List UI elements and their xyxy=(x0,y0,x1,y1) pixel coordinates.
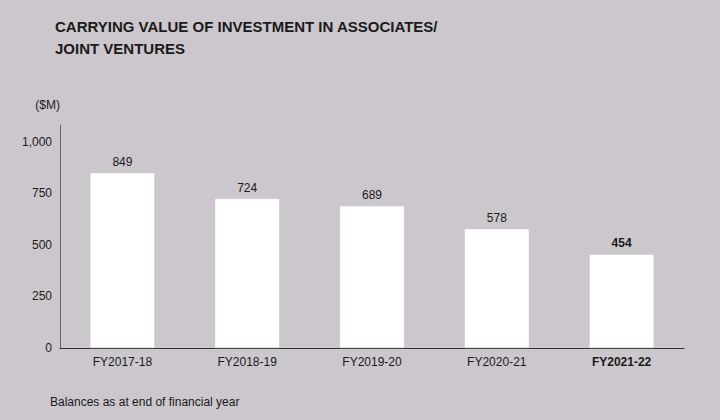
svg-text:724: 724 xyxy=(237,181,257,195)
svg-text:($M): ($M) xyxy=(35,98,60,112)
svg-text:849: 849 xyxy=(112,155,132,169)
svg-text:FY2017-18: FY2017-18 xyxy=(93,355,153,369)
svg-text:0: 0 xyxy=(45,341,52,355)
svg-text:1,000: 1,000 xyxy=(22,135,52,149)
svg-text:FY2018-19: FY2018-19 xyxy=(218,355,278,369)
svg-text:750: 750 xyxy=(32,186,52,200)
svg-text:578: 578 xyxy=(487,211,507,225)
svg-text:500: 500 xyxy=(32,238,52,252)
svg-text:Balances as at end of financia: Balances as at end of financial year xyxy=(50,395,239,409)
svg-text:454: 454 xyxy=(612,236,632,250)
svg-text:250: 250 xyxy=(32,289,52,303)
svg-text:FY2019-20: FY2019-20 xyxy=(342,355,402,369)
svg-text:FY2021-22: FY2021-22 xyxy=(592,355,652,369)
svg-text:CARRYING VALUE OF INVESTMENT I: CARRYING VALUE OF INVESTMENT IN ASSOCIAT… xyxy=(55,18,438,35)
svg-text:689: 689 xyxy=(362,188,382,202)
svg-text:JOINT VENTURES: JOINT VENTURES xyxy=(55,40,185,57)
svg-text:FY2020-21: FY2020-21 xyxy=(467,355,527,369)
